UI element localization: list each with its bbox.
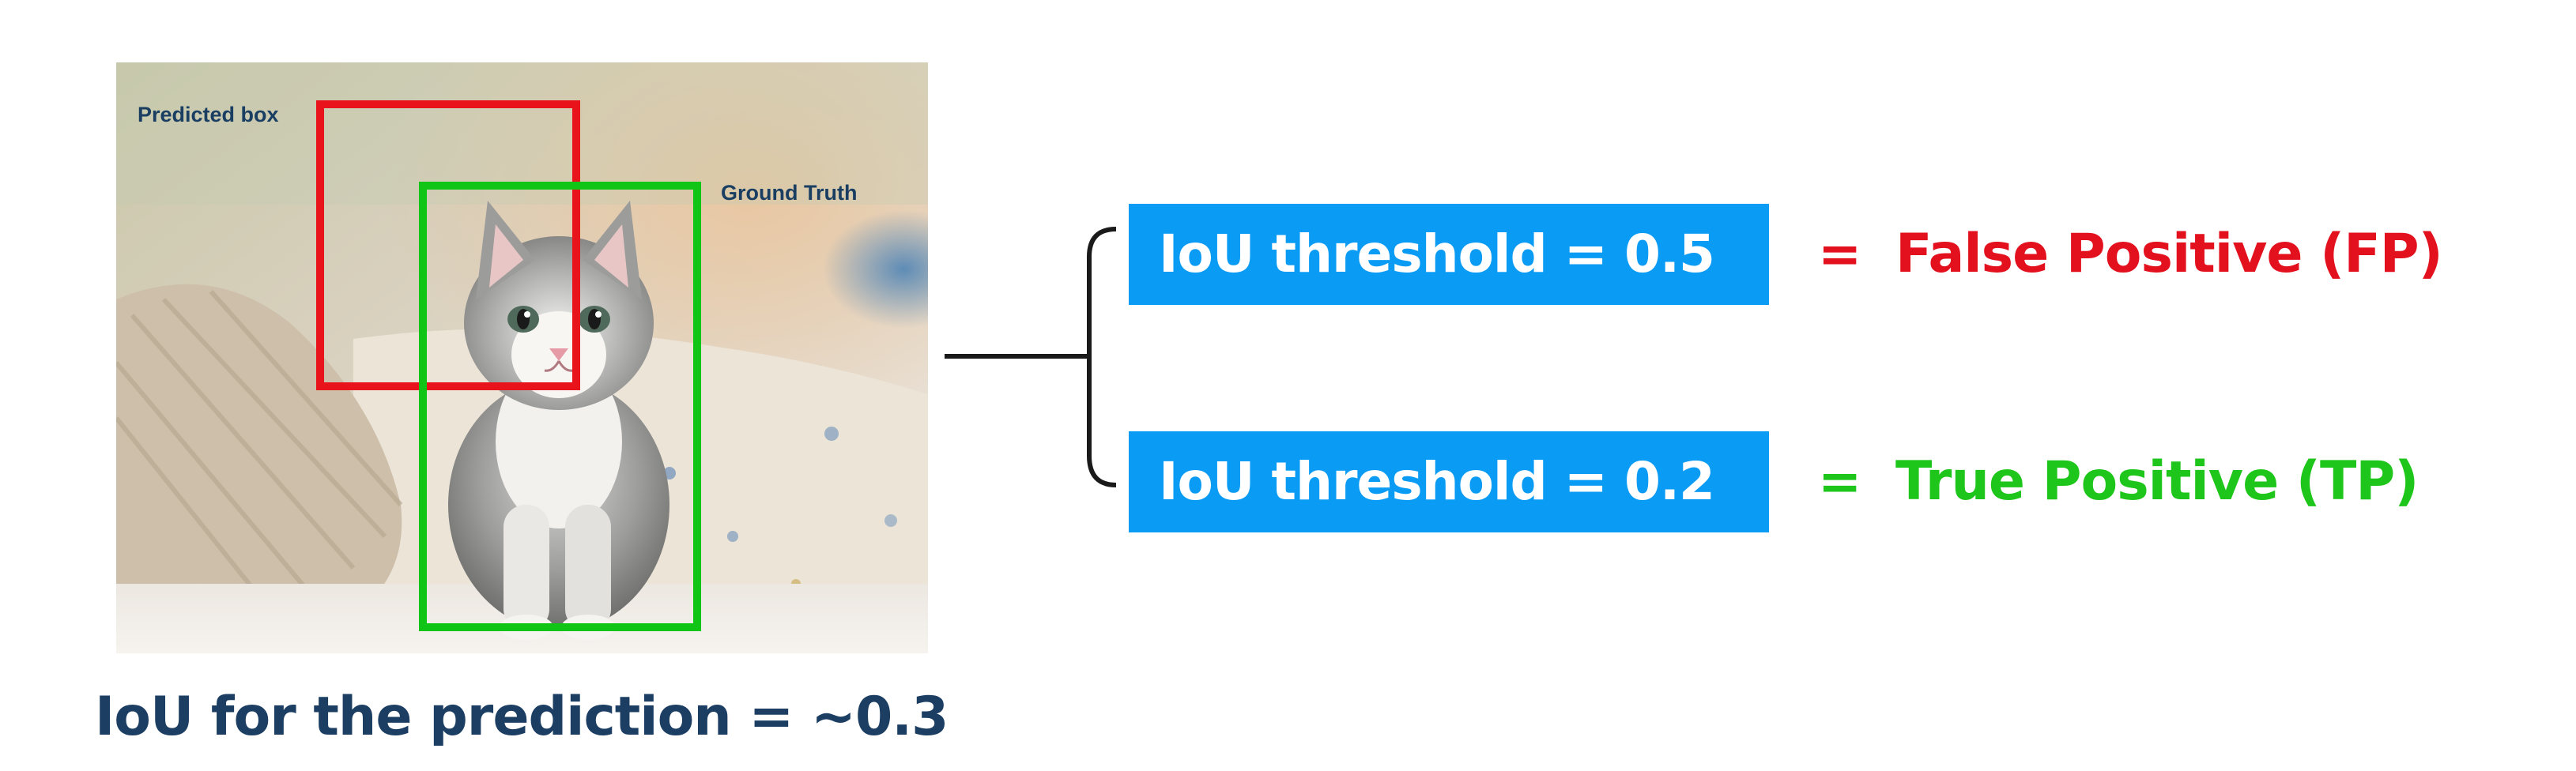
true-positive-result: True Positive (TP) <box>1895 450 2419 513</box>
predicted-box <box>316 100 580 390</box>
equals-sign-tp: = <box>1818 451 1862 512</box>
threshold-0-5-box: IoU threshold = 0.5 <box>1129 204 1769 305</box>
kitten-illustration <box>116 62 928 653</box>
iou-caption: IoU for the prediction = ~0.3 <box>95 686 949 748</box>
ground-truth-box <box>419 182 701 631</box>
false-positive-result: False Positive (FP) <box>1895 223 2443 285</box>
predicted-box-label: Predicted box <box>138 103 279 126</box>
equals-sign-fp: = <box>1818 224 1862 284</box>
threshold-0-2-box: IoU threshold = 0.2 <box>1129 431 1769 532</box>
kitten-photo: Predicted box Ground Truth <box>116 62 928 653</box>
ground-truth-label: Ground Truth <box>721 181 858 205</box>
